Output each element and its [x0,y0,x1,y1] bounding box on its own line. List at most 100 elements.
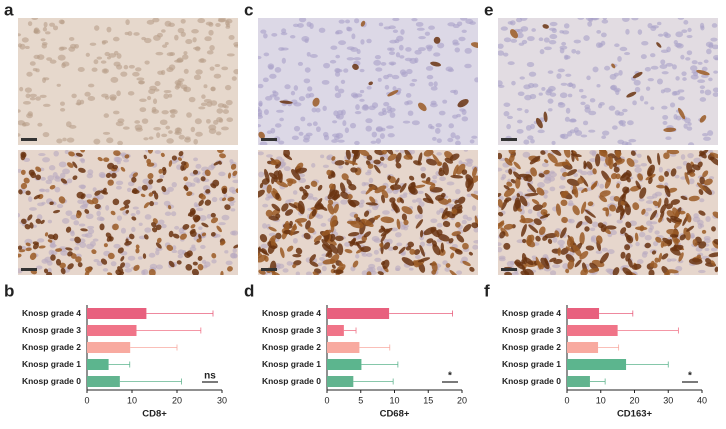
nucleus [306,122,313,127]
panel-label: b [4,281,14,300]
stain [283,150,290,158]
micrograph [258,150,478,275]
stain [43,268,49,274]
stain [179,233,187,240]
nucleus [521,39,528,45]
nucleus [84,91,91,97]
nucleus [330,45,338,50]
nucleus [132,71,140,77]
x-tick-label: 20 [457,395,467,405]
nucleus [134,124,143,131]
nucleus [320,222,327,227]
nucleus [24,87,32,93]
x-tick-label: 20 [629,395,639,405]
nucleus [551,140,556,145]
nucleus [680,54,685,60]
stain [555,203,562,216]
nucleus [699,85,706,90]
stain [213,161,220,166]
nucleus [601,247,608,252]
nucleus [279,161,287,167]
nucleus [298,18,307,23]
nucleus [644,66,651,72]
stain [275,192,280,200]
stain [339,182,346,193]
stain [275,232,282,240]
stain [516,193,521,198]
nucleus [106,26,112,33]
nucleus [654,191,663,197]
nucleus [117,140,123,145]
nucleus [402,120,411,124]
nucleus [662,114,669,120]
stain [147,173,154,180]
nucleus [79,238,86,244]
stain [669,234,679,238]
stain [135,248,140,254]
nucleus [262,77,269,83]
nucleus [686,50,693,56]
nucleus [51,250,58,256]
stain [131,176,137,183]
nucleus [562,263,569,270]
nucleus [203,84,208,89]
nucleus [636,153,642,158]
nucleus [607,249,615,255]
nucleus [583,35,590,41]
nucleus [405,93,412,98]
nucleus [424,31,431,36]
stain [409,248,416,255]
nucleus [47,267,52,274]
stain [107,252,115,260]
stain [591,180,598,190]
nucleus [85,213,94,220]
nucleus [230,208,236,212]
nucleus [114,157,123,163]
stain [135,244,140,249]
stain [708,252,718,258]
nucleus [303,78,311,84]
stain [599,190,611,197]
nucleus [31,18,38,21]
nucleus [691,70,698,74]
stain [80,150,86,153]
stain [221,187,228,194]
stain [307,227,315,234]
nucleus [650,106,655,111]
nucleus [528,71,537,77]
nucleus [127,31,133,36]
stain [664,186,669,191]
stain [450,174,464,179]
nucleus [115,180,124,186]
nucleus [686,126,693,131]
nucleus [274,96,280,101]
nucleus [39,94,47,98]
error-bar [353,378,394,385]
nucleus [153,88,160,92]
stain [599,252,609,264]
stain [432,153,441,166]
nucleus [100,60,107,64]
nucleus [266,154,273,158]
stain [615,158,625,165]
stain [133,264,140,271]
nucleus [641,252,648,258]
stain [193,215,201,223]
stain [572,205,580,216]
category-label: Knosp grade 4 [262,308,321,318]
stain [55,248,63,252]
stain [540,150,546,155]
nucleus [547,98,554,104]
nucleus [164,211,172,216]
nucleus [293,85,299,91]
nucleus [218,222,226,226]
nucleus [232,179,238,184]
stain [620,172,631,182]
nucleus [591,18,600,21]
bar [567,376,590,387]
stain [586,161,593,170]
stain [347,193,353,200]
nucleus [340,79,346,84]
stain [227,172,232,179]
nucleus [450,89,457,94]
